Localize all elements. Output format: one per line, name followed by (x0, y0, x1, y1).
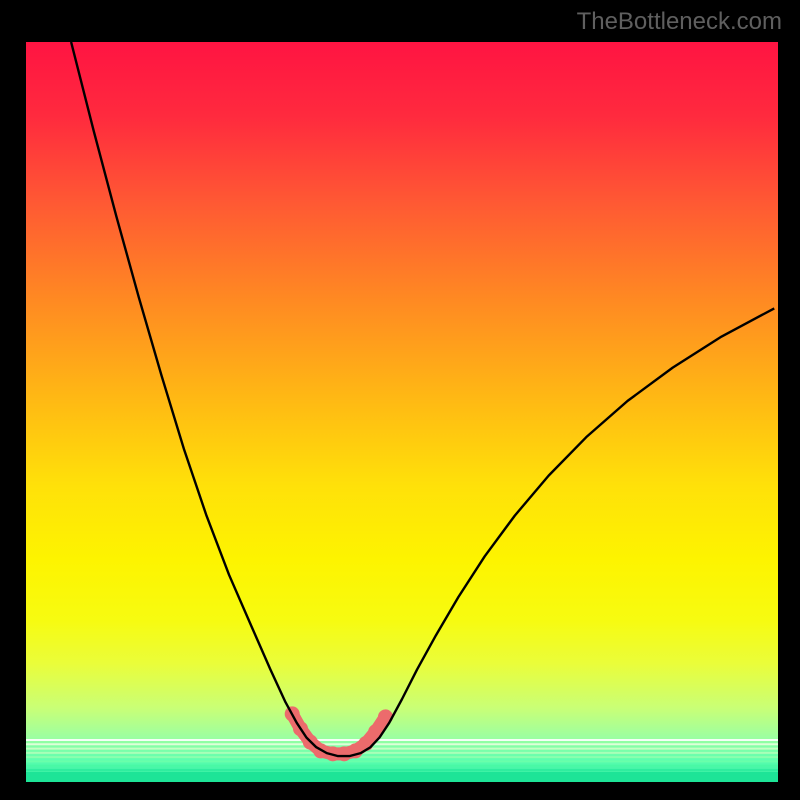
plot-area (26, 42, 778, 782)
watermark: TheBottleneck.com (577, 8, 782, 36)
chart-svg (26, 42, 778, 782)
frame: TheBottleneck.com (0, 0, 800, 800)
